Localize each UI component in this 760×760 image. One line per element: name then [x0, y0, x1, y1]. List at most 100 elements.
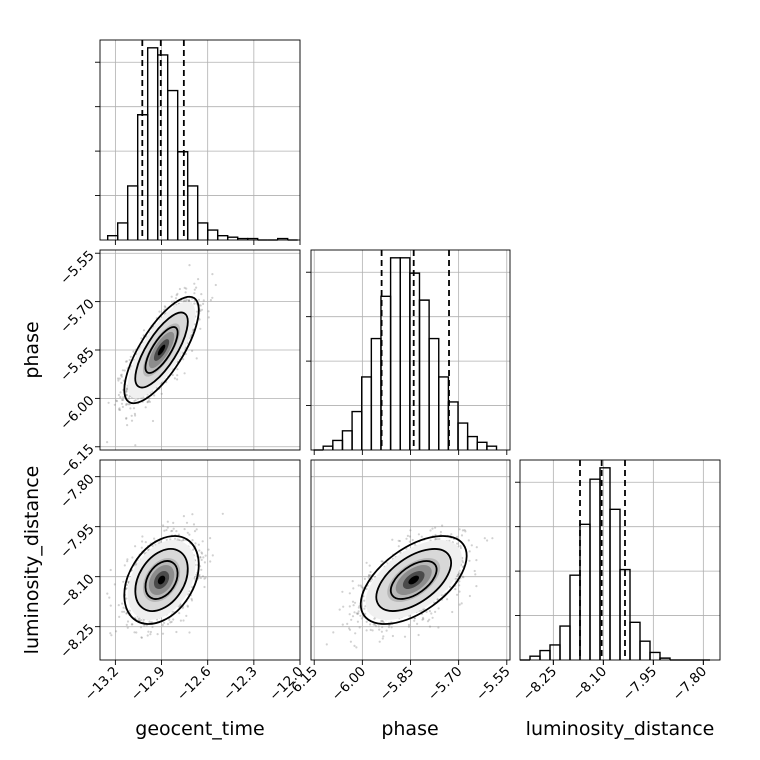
scatter-point [458, 584, 461, 587]
scatter-point [120, 375, 123, 378]
scatter-point [181, 607, 184, 610]
scatter-point [363, 607, 366, 610]
scatter-point [125, 403, 128, 406]
scatter-point [425, 610, 428, 614]
scatter-point [185, 521, 189, 524]
scatter-point [124, 360, 128, 363]
scatter-point [202, 556, 205, 559]
histogram-luminosity_distance [515, 460, 720, 661]
scatter-point [121, 602, 124, 605]
scatter-point [346, 622, 349, 626]
scatter-point [125, 360, 128, 363]
scatter-point [458, 580, 461, 583]
contour-line [359, 535, 468, 625]
histogram-bar [389, 257, 401, 450]
contour-line [123, 535, 200, 625]
scatter-point [332, 631, 335, 634]
histogram-bar [126, 185, 139, 240]
x-tick-label-phase: −5.55 [473, 664, 514, 705]
scatter-point [458, 603, 461, 606]
scatter-point [202, 302, 205, 305]
scatter-point [468, 594, 471, 598]
scatter-point [170, 295, 173, 298]
scatter-point [142, 619, 145, 622]
scatter-point [221, 512, 224, 515]
scatter-point [439, 530, 442, 534]
scatter-point [417, 533, 420, 536]
scatter-point [106, 441, 109, 444]
scatter-point [121, 369, 124, 372]
scatter-point [470, 544, 473, 547]
scatter-point [186, 604, 189, 607]
scatter-point [182, 539, 185, 542]
scatter-point [117, 379, 120, 382]
scatter-point [193, 292, 196, 295]
scatter-point [120, 373, 123, 376]
scatter-point [375, 625, 378, 628]
scatter-point [123, 369, 126, 372]
density-level [157, 344, 166, 356]
scatter-point [351, 600, 355, 603]
scatter-point [202, 299, 205, 302]
scatter-point [365, 629, 368, 632]
scatter-point [113, 583, 116, 586]
scatter-point [458, 528, 461, 531]
scatter-point [468, 550, 471, 553]
scatter-point [193, 288, 196, 291]
scatter-point [211, 296, 214, 299]
scatter-point [380, 560, 383, 563]
scatter-point [125, 402, 128, 405]
scatter-point [403, 635, 407, 638]
scatter-point [175, 294, 178, 297]
scatter-point [160, 392, 163, 395]
scatter-point [368, 574, 371, 578]
scatter-point [182, 619, 185, 622]
scatter-point [115, 630, 118, 633]
scatter-point [441, 524, 444, 527]
scatter-point [192, 523, 196, 526]
scatter-point [207, 310, 210, 313]
y-tick-label-phase: −5.85 [57, 344, 98, 385]
scatter-point [188, 631, 191, 634]
scatter-point [201, 540, 204, 543]
scatter-point [192, 328, 195, 331]
scatter-point [198, 318, 201, 321]
histogram-bar [539, 649, 551, 660]
scatter-point [128, 395, 131, 398]
scatter-point [141, 535, 144, 538]
scatter-point [165, 538, 168, 542]
scatter-point [113, 403, 116, 406]
scatter-point [175, 630, 178, 634]
scatter-point [129, 355, 132, 358]
x-tick-label-geocent_time: −13.2 [82, 664, 123, 705]
scatter-point [416, 622, 419, 626]
histogram-bar [332, 439, 344, 450]
scatter-point [183, 286, 186, 289]
scatter-point [146, 400, 149, 403]
scatter-point [436, 538, 439, 541]
scatter-point [131, 623, 134, 626]
scatter-point [134, 414, 137, 417]
scatter-point [199, 309, 202, 313]
scatter-point [126, 626, 129, 629]
scatter-point [483, 537, 486, 540]
scatter-point [437, 607, 440, 610]
scatter-point [125, 587, 128, 590]
scatter-point [179, 619, 182, 622]
scatter-point [195, 528, 198, 531]
scatter-point [398, 539, 401, 543]
scatter-point [457, 573, 460, 576]
scatter-point [191, 349, 194, 352]
histogram-bar [116, 222, 129, 240]
scatter-point [446, 598, 449, 601]
scatter-point [174, 537, 177, 540]
scatter-point [115, 400, 119, 403]
contour-line [375, 548, 452, 612]
scatter-point [475, 546, 478, 549]
scatter-point [420, 535, 423, 538]
scatter-point [172, 527, 175, 530]
scatter-point [176, 292, 179, 295]
histogram-bar [486, 445, 498, 450]
scatter-point [357, 584, 360, 587]
